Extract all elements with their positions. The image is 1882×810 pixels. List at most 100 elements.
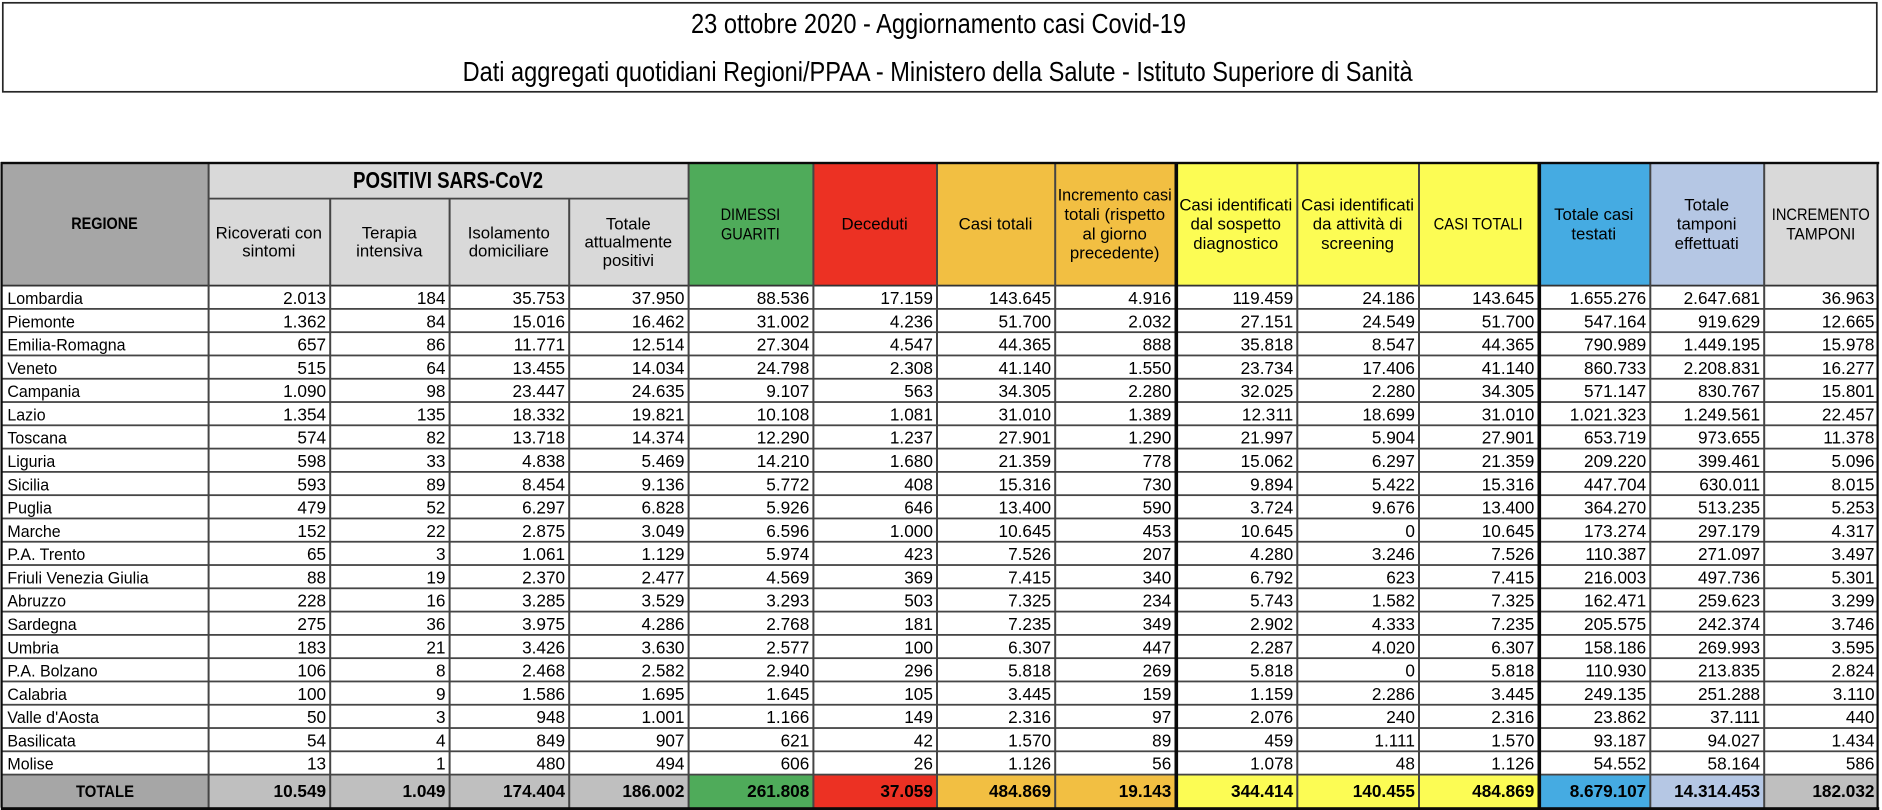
svg-text:590: 590 [1143,498,1172,518]
svg-text:5.469: 5.469 [641,451,684,471]
svg-text:513.235: 513.235 [1698,498,1760,518]
svg-text:13: 13 [307,754,326,774]
svg-text:2.208.831: 2.208.831 [1684,358,1760,378]
svg-text:4.236: 4.236 [890,311,933,331]
svg-text:17.159: 17.159 [880,288,933,308]
svg-text:100: 100 [297,684,326,704]
svg-text:12.311: 12.311 [1242,404,1293,424]
svg-text:Lombardia: Lombardia [7,289,83,308]
svg-text:5.253: 5.253 [1831,498,1874,518]
svg-text:15.016: 15.016 [513,311,566,331]
svg-text:Basilicata: Basilicata [7,731,76,750]
svg-text:5.743: 5.743 [1250,591,1293,611]
svg-text:9.676: 9.676 [1372,498,1415,518]
svg-text:Veneto: Veneto [7,359,57,378]
svg-text:Totale casi: Totale casi [1554,205,1633,224]
svg-text:261.808: 261.808 [747,781,810,801]
svg-text:5.904: 5.904 [1372,428,1415,448]
svg-text:24.549: 24.549 [1362,311,1415,331]
svg-text:606: 606 [781,754,810,774]
svg-text:158.186: 158.186 [1584,637,1646,657]
svg-text:0: 0 [1405,521,1415,541]
svg-text:TOTALE: TOTALE [76,782,134,801]
svg-text:1.078: 1.078 [1250,754,1293,774]
svg-text:4.286: 4.286 [641,614,684,634]
svg-text:3.285: 3.285 [522,591,565,611]
svg-text:209.220: 209.220 [1584,451,1646,471]
svg-text:162.471: 162.471 [1584,591,1646,611]
svg-text:58.164: 58.164 [1708,754,1761,774]
svg-text:4.280: 4.280 [1250,544,1293,564]
svg-text:Umbria: Umbria [7,638,59,657]
svg-text:7.235: 7.235 [1491,614,1534,634]
svg-text:3.724: 3.724 [1250,498,1293,518]
svg-text:1.159: 1.159 [1250,684,1293,704]
svg-text:919.629: 919.629 [1698,311,1760,331]
svg-text:251.288: 251.288 [1698,684,1760,704]
svg-text:1.680: 1.680 [890,451,933,471]
svg-text:1.645: 1.645 [766,684,809,704]
svg-text:54: 54 [307,730,327,750]
svg-text:2.287: 2.287 [1250,637,1293,657]
svg-text:8.679.107: 8.679.107 [1570,781,1646,801]
svg-text:Lazio: Lazio [7,405,45,424]
svg-text:8.454: 8.454 [522,474,565,494]
svg-text:3.110: 3.110 [1833,684,1875,704]
svg-text:Dati aggregati quotidiani Regi: Dati aggregati quotidiani Regioni/PPAA -… [463,56,1413,87]
svg-text:da attività di: da attività di [1313,215,1403,234]
svg-text:31.010: 31.010 [1482,404,1535,424]
svg-text:563: 563 [904,381,933,401]
svg-text:9: 9 [436,684,446,704]
svg-text:778: 778 [1143,451,1172,471]
svg-text:10.108: 10.108 [757,404,810,424]
svg-text:positivi: positivi [603,251,654,270]
svg-text:15.062: 15.062 [1241,451,1294,471]
svg-text:119.459: 119.459 [1232,288,1293,308]
svg-text:screening: screening [1321,234,1394,253]
svg-text:Piemonte: Piemonte [7,312,75,331]
svg-text:12.290: 12.290 [757,428,810,448]
svg-text:56: 56 [1152,754,1171,774]
svg-text:369: 369 [904,567,933,587]
svg-text:408: 408 [904,474,933,494]
svg-text:Toscana: Toscana [7,429,67,448]
svg-text:598: 598 [297,451,326,471]
svg-text:P.A. Bolzano: P.A. Bolzano [7,662,97,681]
svg-text:646: 646 [904,498,933,518]
svg-text:249.135: 249.135 [1584,684,1646,704]
svg-text:23.862: 23.862 [1594,707,1647,727]
svg-text:51.700: 51.700 [999,311,1052,331]
svg-text:93.187: 93.187 [1594,730,1647,750]
svg-text:9.107: 9.107 [766,381,809,401]
svg-text:1.126: 1.126 [1008,754,1051,774]
svg-text:36: 36 [426,614,445,634]
svg-text:6.792: 6.792 [1250,567,1293,587]
svg-text:1.166: 1.166 [766,707,809,727]
svg-text:54.552: 54.552 [1594,754,1647,774]
svg-text:571.147: 571.147 [1584,381,1646,401]
svg-text:Abruzzo: Abruzzo [7,592,66,611]
svg-text:24.186: 24.186 [1362,288,1415,308]
svg-text:484.869: 484.869 [1472,781,1534,801]
svg-text:2.468: 2.468 [522,661,565,681]
svg-text:110.930: 110.930 [1585,661,1646,681]
svg-text:3.975: 3.975 [522,614,565,634]
svg-text:7.235: 7.235 [1008,614,1051,634]
svg-text:271.097: 271.097 [1698,544,1760,564]
svg-text:5.422: 5.422 [1372,474,1415,494]
svg-text:26: 26 [914,754,933,774]
svg-text:186.002: 186.002 [622,781,684,801]
svg-text:19: 19 [426,567,445,587]
svg-text:1.090: 1.090 [283,381,326,401]
svg-text:6.307: 6.307 [1008,637,1051,657]
svg-text:3.049: 3.049 [641,521,684,541]
svg-text:16.462: 16.462 [632,311,685,331]
svg-text:7.325: 7.325 [1491,591,1534,611]
svg-text:5.772: 5.772 [766,474,809,494]
svg-text:4.547: 4.547 [890,335,933,355]
svg-text:37.111: 37.111 [1710,707,1760,727]
svg-text:18.332: 18.332 [513,404,566,424]
svg-text:3.246: 3.246 [1372,544,1415,564]
svg-text:3.445: 3.445 [1491,684,1534,704]
svg-text:POSITIVI SARS-CoV2: POSITIVI SARS-CoV2 [353,167,543,193]
